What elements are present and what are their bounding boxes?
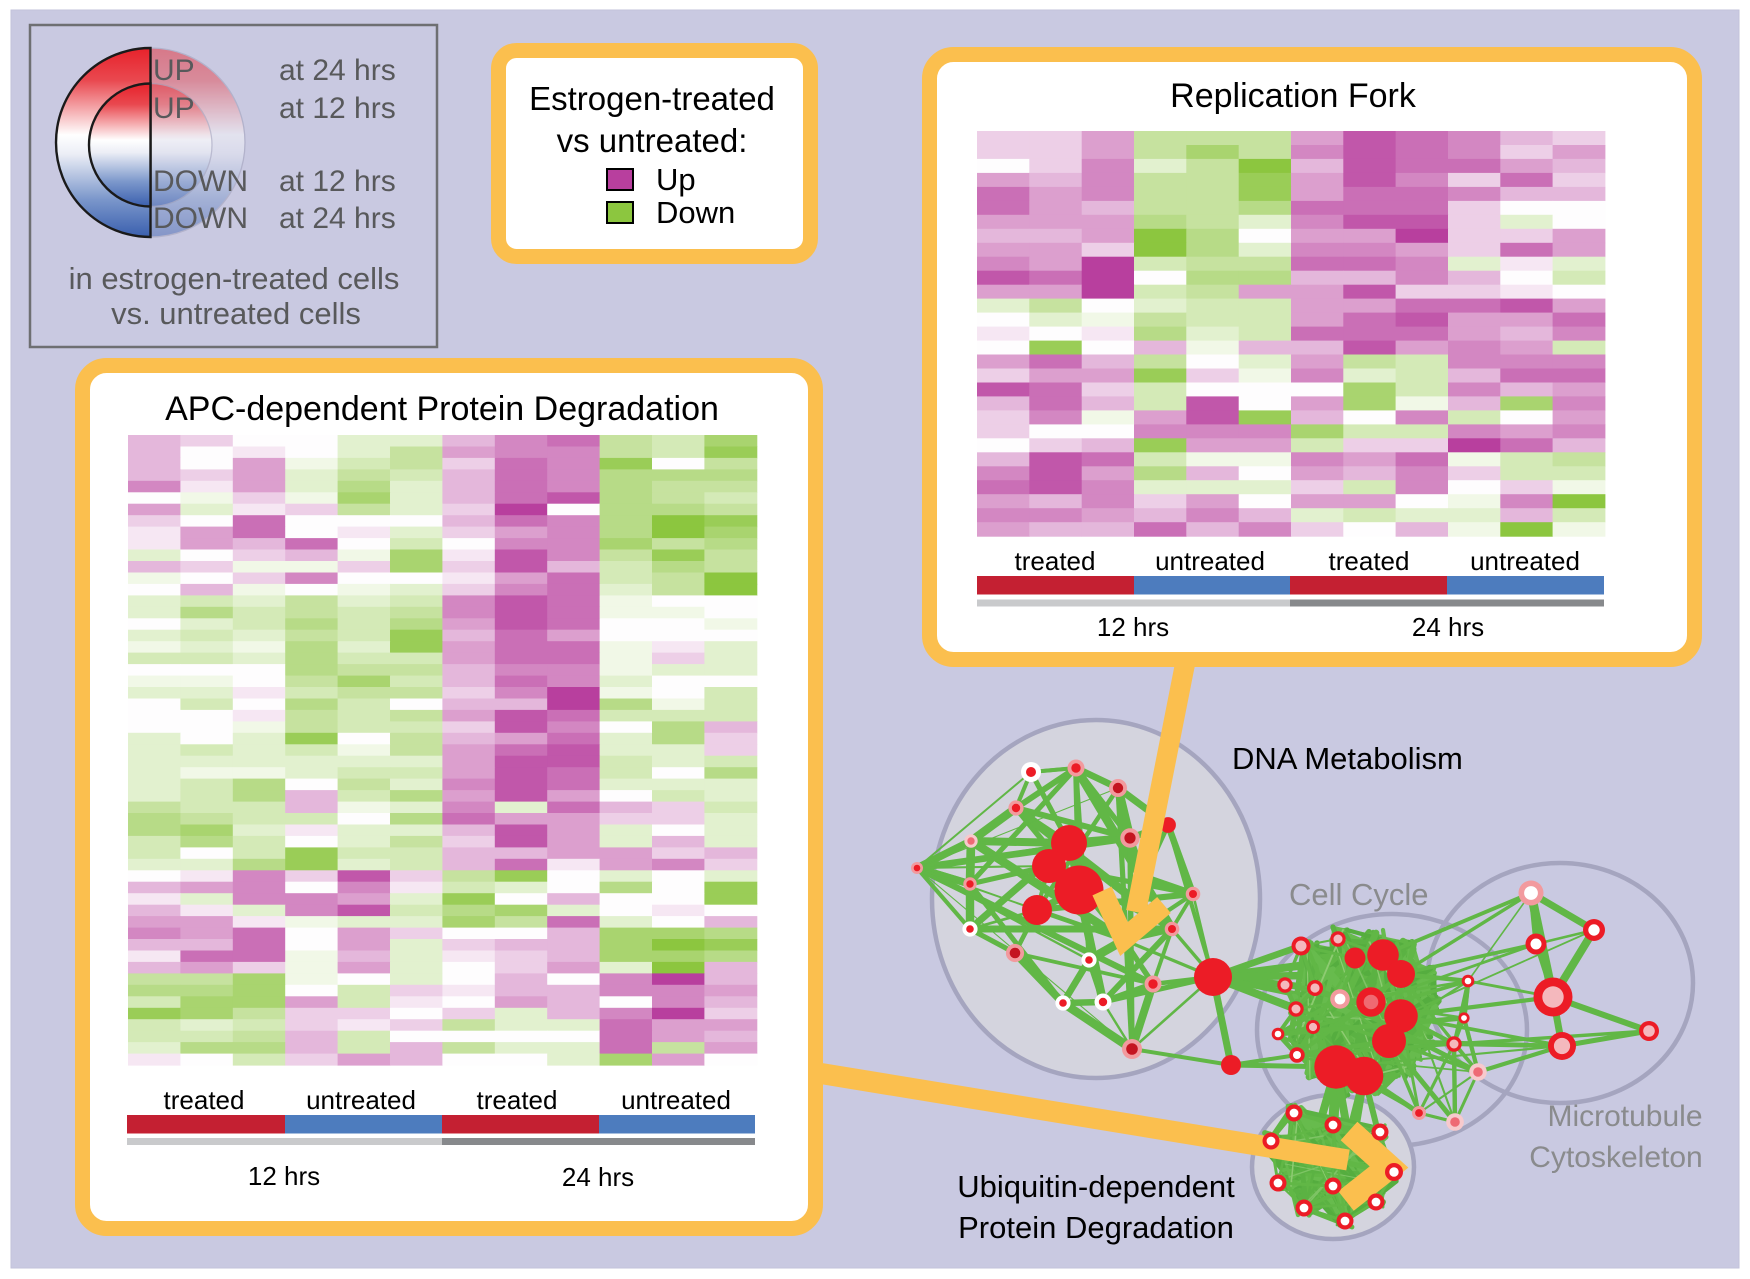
svg-text:24 hrs: 24 hrs [1412, 612, 1484, 642]
svg-text:at 24 hrs: at 24 hrs [279, 202, 396, 235]
svg-text:Ubiquitin-dependent: Ubiquitin-dependent [957, 1169, 1235, 1204]
svg-text:untreated: untreated [1155, 546, 1265, 576]
svg-text:UP: UP [153, 92, 195, 125]
svg-text:at 24 hrs: at 24 hrs [279, 54, 396, 87]
svg-text:vs untreated:: vs untreated: [557, 122, 748, 159]
svg-text:treated: treated [1329, 546, 1410, 576]
svg-text:in estrogen-treated cells: in estrogen-treated cells [69, 261, 400, 296]
svg-text:treated: treated [477, 1085, 558, 1115]
svg-text:at 12 hrs: at 12 hrs [279, 165, 396, 198]
svg-text:DNA Metabolism: DNA Metabolism [1232, 741, 1463, 776]
svg-text:Up: Up [656, 162, 696, 197]
svg-text:DOWN: DOWN [153, 202, 248, 235]
svg-text:Cell Cycle: Cell Cycle [1289, 877, 1429, 912]
svg-text:APC-dependent Protein Degradat: APC-dependent Protein Degradation [165, 390, 719, 428]
svg-text:untreated: untreated [621, 1085, 731, 1115]
svg-text:treated: treated [1015, 546, 1096, 576]
svg-text:UP: UP [153, 54, 195, 87]
svg-text:at 12 hrs: at 12 hrs [279, 92, 396, 125]
svg-text:Estrogen-treated: Estrogen-treated [529, 80, 775, 117]
svg-text:Cytoskeleton: Cytoskeleton [1529, 1141, 1702, 1174]
svg-text:12 hrs: 12 hrs [1097, 612, 1169, 642]
svg-text:untreated: untreated [1470, 546, 1580, 576]
svg-text:Microtubule: Microtubule [1547, 1100, 1702, 1133]
svg-text:DOWN: DOWN [153, 165, 248, 198]
svg-text:untreated: untreated [306, 1085, 416, 1115]
svg-text:Protein Degradation: Protein Degradation [958, 1210, 1234, 1245]
svg-text:12 hrs: 12 hrs [248, 1161, 320, 1191]
svg-text:treated: treated [164, 1085, 245, 1115]
svg-text:24 hrs: 24 hrs [562, 1162, 634, 1192]
svg-text:vs. untreated cells: vs. untreated cells [111, 296, 361, 331]
svg-text:Replication Fork: Replication Fork [1170, 77, 1417, 115]
svg-text:Down: Down [656, 195, 735, 230]
